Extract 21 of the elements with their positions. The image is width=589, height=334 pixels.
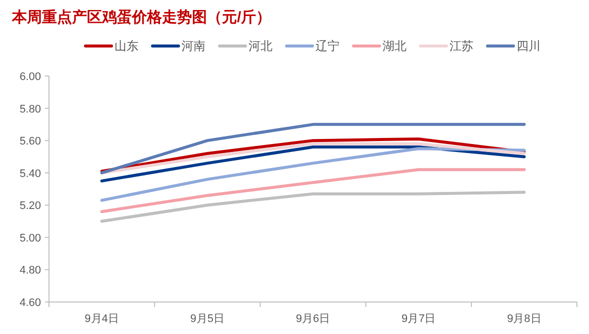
- y-tick-label: 5.20: [20, 200, 41, 212]
- x-tick-label: 9月5日: [190, 313, 225, 325]
- legend-label: 四川: [516, 39, 540, 53]
- x-tick-label: 9月7日: [401, 313, 436, 325]
- y-tick-label: 4.60: [20, 297, 41, 309]
- legend-label: 河南: [182, 39, 206, 53]
- legend-label: 辽宁: [316, 39, 340, 53]
- x-tick-label: 9月4日: [84, 313, 119, 325]
- legend-label: 河北: [248, 39, 272, 53]
- y-tick-label: 5.80: [20, 103, 41, 116]
- x-tick-label: 9月6日: [296, 313, 330, 325]
- legend-label: 湖北: [382, 39, 406, 53]
- x-tick-label: 9月8日: [507, 313, 542, 325]
- y-tick-label: 5.40: [20, 168, 41, 180]
- y-tick-label: 5.00: [20, 232, 41, 244]
- title: 本周重点产区鸡蛋价格走势图（元/斤）: [12, 9, 272, 26]
- y-tick-label: 4.80: [20, 264, 41, 277]
- legend-label: 山东: [114, 39, 138, 53]
- legend-label: 江苏: [450, 39, 474, 53]
- y-tick-label: 5.60: [20, 136, 41, 148]
- y-tick-label: 6.00: [20, 71, 41, 83]
